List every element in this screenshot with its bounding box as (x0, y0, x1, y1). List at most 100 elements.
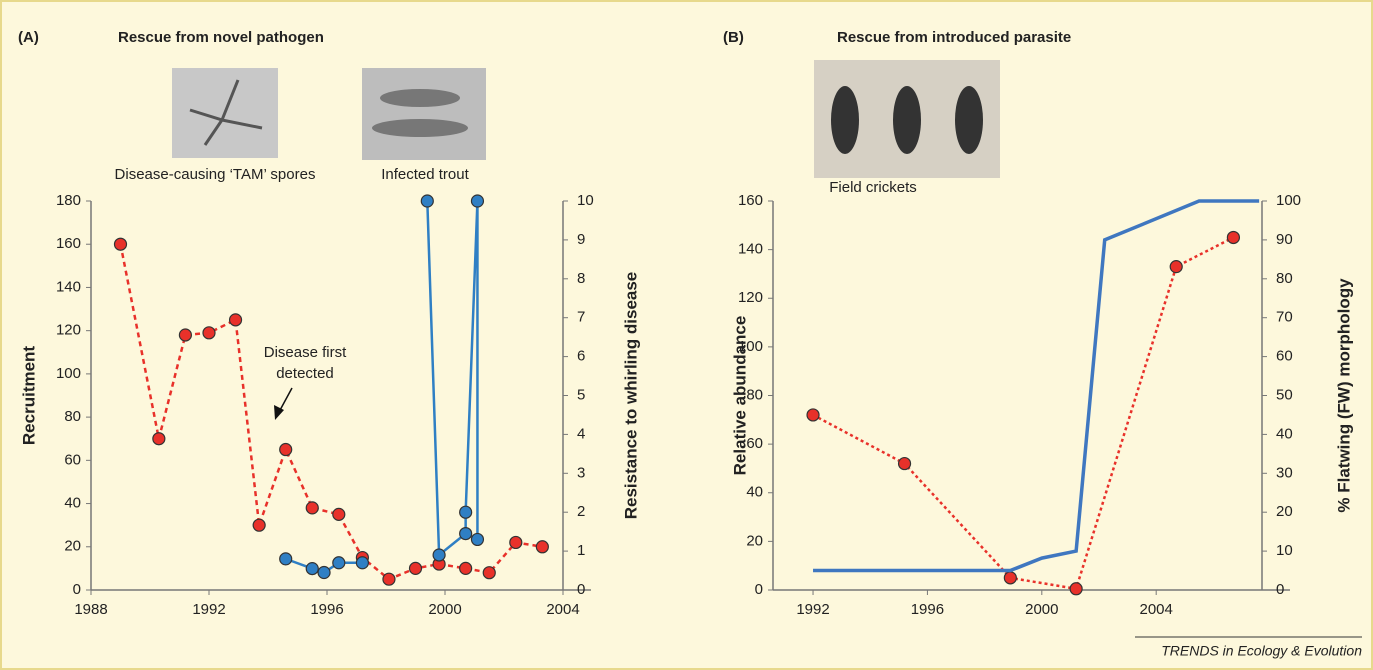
data-point (1226, 230, 1241, 245)
y2-tick-label: 5 (577, 386, 585, 403)
x-tick-label: 2000 (1025, 601, 1058, 618)
y2-axis-label: % Flatwing (FW) morphology (1334, 278, 1353, 513)
arrow-shaft (278, 387, 293, 413)
data-point (535, 540, 549, 554)
data-point (317, 565, 331, 580)
y2-tick-label: 60 (1276, 348, 1293, 365)
series-line (426, 200, 479, 558)
y-tick-label: 40 (64, 495, 81, 512)
series-line (813, 199, 1260, 573)
x-tick-label: 2004 (546, 601, 579, 618)
chart-title: Rescue from novel pathogen (118, 29, 324, 46)
data-point (178, 328, 192, 342)
y2-tick-label: 4 (577, 425, 585, 442)
data-point (1169, 260, 1183, 274)
data-point (1069, 582, 1083, 596)
spore-shape (189, 79, 263, 146)
cricket-shape (831, 86, 859, 154)
data-point (420, 194, 434, 208)
y2-tick-label: 0 (577, 581, 585, 598)
x-tick-label: 2004 (1140, 601, 1173, 618)
y-tick-label: 60 (746, 435, 763, 452)
y-tick-label: 120 (56, 322, 81, 339)
trout-photo (362, 68, 486, 160)
images (172, 60, 1000, 178)
y2-tick-label: 3 (577, 464, 585, 481)
y2-tick-label: 50 (1276, 386, 1293, 403)
trout-shape (380, 89, 460, 107)
y-axis-label: Relative abundance (730, 316, 749, 476)
panel-label: (A) (18, 29, 39, 46)
y2-tick-label: 7 (577, 309, 585, 326)
y-tick-label: 160 (56, 235, 81, 252)
data-point (432, 548, 446, 562)
trout-shape (372, 119, 468, 137)
image-caption: Infected trout (381, 166, 469, 183)
y2-tick-label: 70 (1276, 309, 1293, 326)
cricket-shape (955, 86, 983, 154)
data-point (1003, 571, 1017, 585)
y2-tick-label: 100 (1276, 192, 1301, 209)
data-point (470, 532, 485, 547)
y-tick-label: 20 (746, 532, 763, 549)
y-tick-label: 120 (738, 289, 763, 306)
y2-tick-label: 20 (1276, 503, 1293, 520)
x-tick-label: 1996 (310, 601, 343, 618)
data-point (279, 552, 293, 566)
x-tick-label: 1992 (796, 601, 829, 618)
data-point (332, 556, 346, 570)
data-point (806, 408, 820, 422)
y-tick-label: 80 (64, 408, 81, 425)
data-point (202, 326, 216, 340)
y2-tick-label: 40 (1276, 425, 1293, 442)
data-point (897, 456, 912, 471)
series-line (812, 236, 1234, 591)
y-axis-label: Recruitment (19, 346, 38, 446)
data-point (509, 535, 523, 550)
figure-credit: TRENDS in Ecology & Evolution (1161, 643, 1362, 659)
y2-tick-label: 9 (577, 231, 585, 248)
data-point (332, 507, 346, 521)
data-point (252, 518, 266, 532)
y2-tick-label: 6 (577, 348, 585, 365)
y-tick-label: 60 (64, 451, 81, 468)
data-point (470, 194, 485, 208)
y2-tick-label: 0 (1276, 581, 1284, 598)
y2-tick-label: 10 (577, 192, 594, 209)
x-tick-label: 2000 (428, 601, 461, 618)
y-tick-label: 0 (755, 581, 763, 598)
y2-tick-label: 10 (1276, 542, 1293, 559)
y-tick-label: 180 (56, 192, 81, 209)
data-point (408, 561, 423, 575)
y-tick-label: 0 (73, 581, 81, 598)
y-tick-label: 140 (56, 278, 81, 295)
y2-tick-label: 80 (1276, 270, 1293, 287)
data-point (113, 237, 128, 251)
image-caption: Field crickets (829, 179, 917, 196)
data-point (459, 526, 473, 541)
data-point (279, 442, 293, 457)
chart-title: Rescue from introduced parasite (837, 29, 1071, 46)
cricket-shape (893, 86, 921, 154)
data-point (482, 566, 496, 580)
data-point (459, 561, 473, 575)
y-tick-label: 100 (56, 365, 81, 382)
y-tick-label: 100 (738, 338, 763, 355)
data-point (382, 572, 396, 586)
data-point (152, 432, 166, 446)
annotation-arrow (274, 387, 293, 420)
y-tick-label: 20 (64, 538, 81, 555)
x-tick-label: 1988 (74, 601, 107, 618)
y2-tick-label: 8 (577, 270, 585, 287)
x-tick-label: 1996 (911, 601, 944, 618)
y-tick-label: 80 (746, 386, 763, 403)
y2-tick-label: 90 (1276, 231, 1293, 248)
y-tick-label: 160 (738, 192, 763, 209)
y-tick-label: 140 (738, 241, 763, 258)
y-tick-label: 40 (746, 484, 763, 501)
arrow-head (274, 405, 284, 420)
y2-axis-label: Resistance to whirling disease (621, 272, 640, 520)
data-point (305, 562, 319, 576)
y2-tick-label: 2 (577, 503, 585, 520)
x-tick-label: 1992 (192, 601, 225, 618)
